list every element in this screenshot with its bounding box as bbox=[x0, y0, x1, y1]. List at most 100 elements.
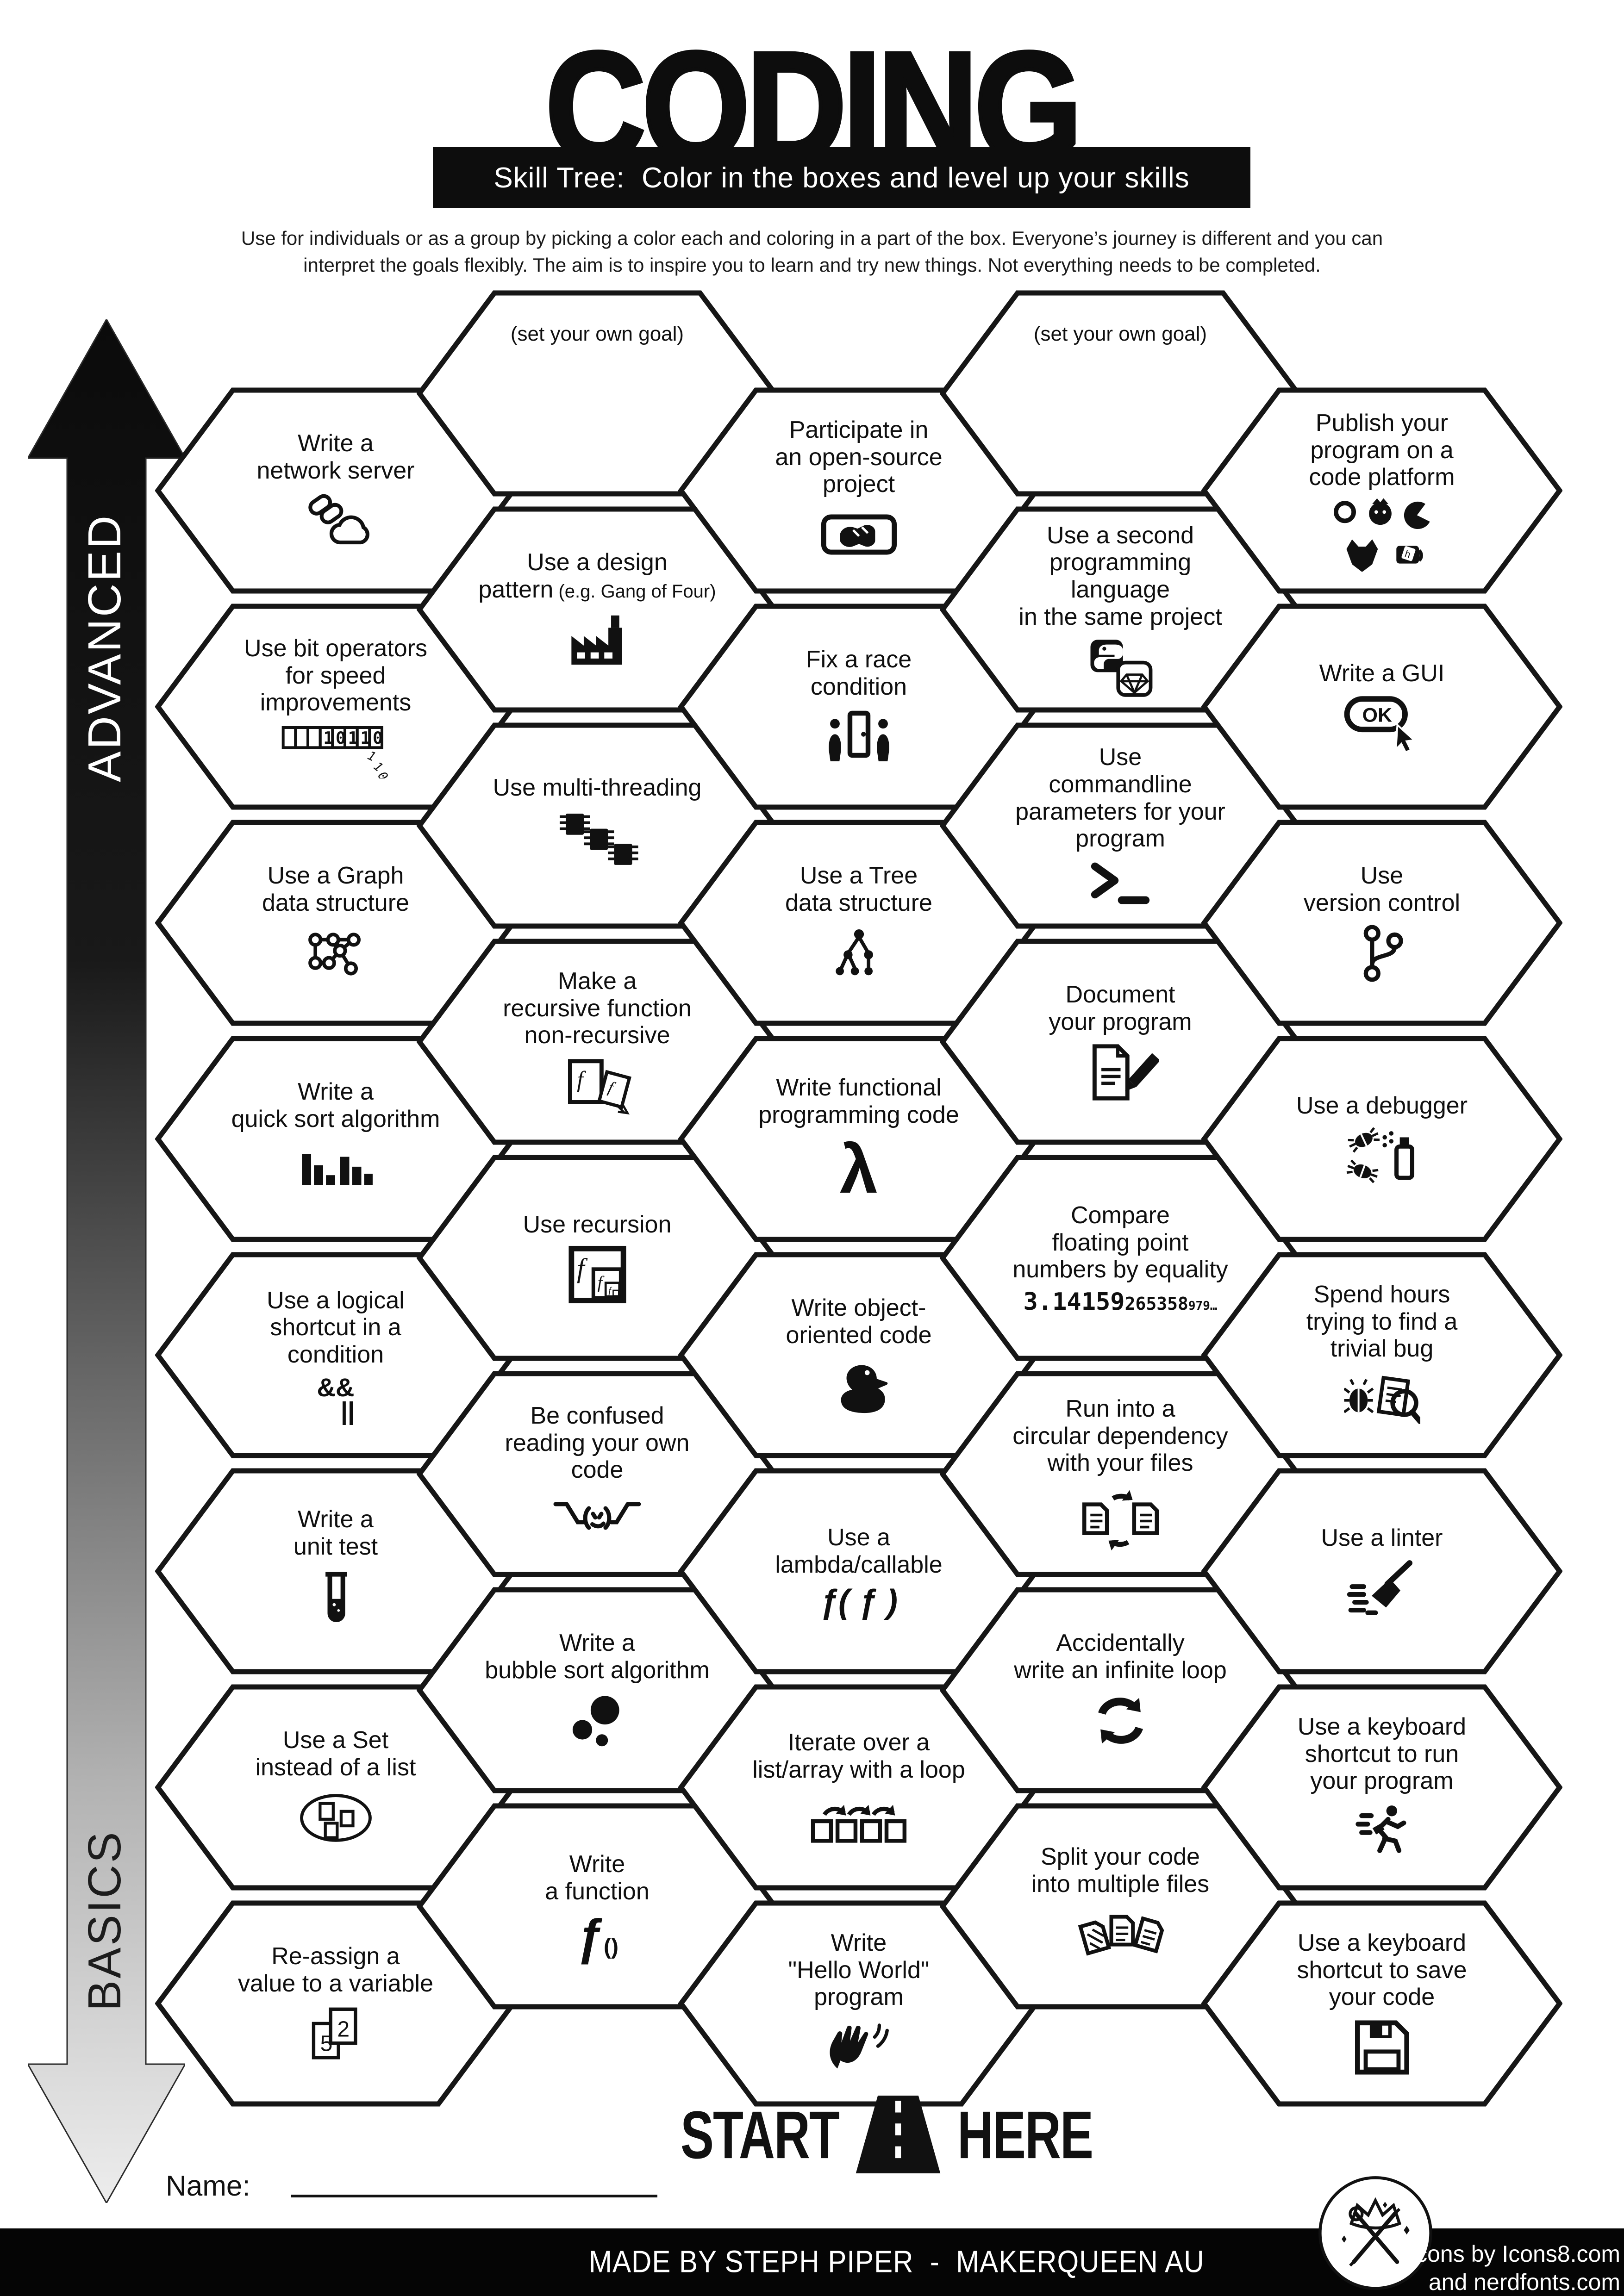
handshake-icon bbox=[821, 504, 897, 565]
split-files-icon bbox=[1071, 1904, 1170, 1969]
crown-icon bbox=[1349, 2197, 1402, 2230]
hex-label: Use a design pattern (e.g. Gang of Four) bbox=[478, 549, 716, 603]
hex-content: Write a bubble sort algorithm bbox=[417, 1586, 778, 1794]
hex-label: Run into a circular dependency with your… bbox=[1012, 1395, 1228, 1477]
hex-content: Iterate over a list/array with a loop bbox=[678, 1683, 1039, 1892]
python-gem-icon bbox=[1082, 637, 1159, 697]
hex-label: Write a GUI bbox=[1319, 660, 1445, 687]
road-icon bbox=[852, 2096, 944, 2173]
hexagon-outline bbox=[1201, 1036, 1562, 1242]
hex-c4-r1: Write a GUI bbox=[1201, 603, 1562, 811]
hex-c2-r5: Use a lambda/callable ƒ( ƒ ) bbox=[678, 1467, 1039, 1675]
hex-c4-r6: Use a keyboard shortcut to run your prog… bbox=[1201, 1683, 1562, 1892]
hex-icon-text: λ bbox=[839, 1131, 878, 1207]
hex-c4-r2: Use version control bbox=[1201, 819, 1562, 1027]
hex-content: Use bit operators for speed improvements bbox=[155, 603, 516, 811]
hex-content: Use a logical shortcut in a condition &&… bbox=[155, 1251, 516, 1459]
hex-label: Spend hours trying to find a trivial bug bbox=[1306, 1281, 1458, 1363]
hex-label: Compare floating point numbers by equali… bbox=[1012, 1201, 1228, 1283]
hex-label: Iterate over a list/array with a loop bbox=[752, 1729, 965, 1783]
hex-content: Be confused reading your own code bbox=[417, 1370, 778, 1578]
hex-content: Participate in an open-source project bbox=[678, 386, 1039, 595]
hexagon-outline bbox=[1201, 387, 1562, 594]
hex-label: Write object- oriented code bbox=[786, 1294, 932, 1349]
keyboard-run-icon bbox=[1344, 1801, 1420, 1861]
name-fill-line bbox=[291, 2195, 657, 2197]
banner-text: Skill Tree: Color in the boxes and level… bbox=[493, 162, 1190, 194]
hex-label: Use recursion bbox=[523, 1211, 672, 1238]
circular-files-icon bbox=[1073, 1483, 1168, 1553]
start-label: START bbox=[681, 2097, 840, 2172]
hex-content: (set your own goal) bbox=[940, 289, 1301, 498]
hex-label: Use a Graph data structure bbox=[262, 862, 409, 916]
start-here: START HERE bbox=[681, 2096, 1093, 2173]
hex-c3-r5: Run into a circular dependency with your… bbox=[940, 1370, 1301, 1578]
hex-content: Make a recursive function non-recursive bbox=[417, 938, 778, 1146]
hex-content: (set your own goal) bbox=[417, 289, 778, 498]
hex-label-small: (e.g. Gang of Four) bbox=[553, 581, 716, 602]
double-arrow-shape bbox=[28, 319, 185, 2203]
hex-label: Use a linter bbox=[1321, 1524, 1443, 1551]
hex-c2-r4: Write object- oriented code bbox=[678, 1251, 1039, 1459]
hex-label: Use a keyboard shortcut to run your prog… bbox=[1297, 1713, 1467, 1795]
intro-text: Use for individuals or as a group by pic… bbox=[141, 225, 1483, 279]
hex-label: Document your program bbox=[1049, 981, 1192, 1035]
hex-label: Use a Set instead of a list bbox=[255, 1727, 416, 1781]
hex-label: Write a network server bbox=[256, 430, 415, 484]
hex-c0-r7: Re-assign a value to a variable bbox=[155, 1899, 516, 2108]
hex-content: Use a Tree data structure bbox=[678, 819, 1039, 1027]
hex-label: Use multi-threading bbox=[493, 774, 702, 801]
hex-label: Use a logical shortcut in a condition bbox=[267, 1287, 405, 1369]
duck-icon bbox=[821, 1356, 897, 1416]
hex-content: Use a second programming language in the… bbox=[940, 505, 1301, 714]
hex-label: Write a function bbox=[545, 1851, 650, 1905]
hex-icon-text: 3.14159 265358 979… bbox=[1023, 1288, 1218, 1316]
hexagon-outline bbox=[1201, 1468, 1562, 1674]
git-branch-icon bbox=[1344, 923, 1420, 983]
hex-label: Use a second programming language in the… bbox=[1018, 522, 1222, 630]
hexagon-outline bbox=[1201, 1684, 1562, 1891]
hex-label: (set your own goal) bbox=[510, 323, 684, 345]
icons-credit: Icons by Icons8.com and nerdfonts.com bbox=[1389, 2240, 1620, 2296]
hex-c2-r0: Participate in an open-source project bbox=[678, 386, 1039, 595]
hex-c3-r6: Accidentally write an infinite loop bbox=[940, 1586, 1301, 1794]
hexagon-outline bbox=[1201, 1900, 1562, 2107]
hex-label: Re-assign a value to a variable bbox=[237, 1943, 434, 1997]
code-platforms-icon bbox=[1326, 498, 1437, 572]
hex-label: Use a lambda/callable bbox=[775, 1524, 943, 1578]
graph-nodes-icon bbox=[298, 923, 374, 983]
hex-label: Make a recursive function non-recursive bbox=[503, 967, 692, 1049]
set-ellipse-icon bbox=[298, 1788, 374, 1848]
hex-content: Use a lambda/callable ƒ( ƒ ) bbox=[678, 1467, 1039, 1675]
terminal-prompt-icon bbox=[1088, 859, 1153, 908]
chips-icon bbox=[552, 808, 643, 877]
broom-icon bbox=[1344, 1558, 1420, 1618]
hex-c2-r6: Iterate over a list/array with a loop bbox=[678, 1683, 1039, 1892]
hex-c0-r5: Write a unit test bbox=[155, 1467, 516, 1675]
hex-c1-r5: Be confused reading your own code bbox=[417, 1370, 778, 1578]
hex-content: Split your code into multiple files bbox=[940, 1802, 1301, 2010]
hex-c4-r3: Use a debugger bbox=[1201, 1035, 1562, 1243]
hex-content: Re-assign a value to a variable bbox=[155, 1899, 516, 2108]
hex-c4-r7: Use a keyboard shortcut to save your cod… bbox=[1201, 1899, 1562, 2108]
icons-credit-line-1: Icons by Icons8.com bbox=[1409, 2241, 1620, 2267]
shrug-icon bbox=[546, 1490, 648, 1546]
bug-spray-icon bbox=[1344, 1126, 1420, 1186]
network-cloud-icon bbox=[298, 491, 374, 551]
hex-content: Use a keyboard shortcut to run your prog… bbox=[1201, 1683, 1562, 1892]
hex-content: Use version control bbox=[1201, 819, 1562, 1027]
hex-label: Be confused reading your own code bbox=[505, 1402, 690, 1484]
hex-label: Write a quick sort algorithm bbox=[231, 1078, 440, 1132]
hex-label: Write functional programming code bbox=[758, 1074, 959, 1128]
hex-c0-r6: Use a Set instead of a list bbox=[155, 1683, 516, 1892]
hex-content: Use a design pattern (e.g. Gang of Four) bbox=[417, 505, 778, 714]
hex-c3-r7: Split your code into multiple files bbox=[940, 1802, 1301, 2010]
bug-magnifier-icon bbox=[1344, 1369, 1420, 1429]
infinite-loop-icon bbox=[1082, 1691, 1159, 1751]
intro-line-2: interpret the goals flexibly. The aim is… bbox=[303, 254, 1321, 276]
hex-c2-r3: Write functional programming code λ bbox=[678, 1035, 1039, 1243]
hex-content: Publish your program on a code platform bbox=[1201, 386, 1562, 595]
hex-label: Write a unit test bbox=[293, 1506, 378, 1560]
level-arrow: ADVANCED BASICS bbox=[28, 319, 185, 2203]
hex-label: Split your code into multiple files bbox=[1031, 1843, 1210, 1898]
